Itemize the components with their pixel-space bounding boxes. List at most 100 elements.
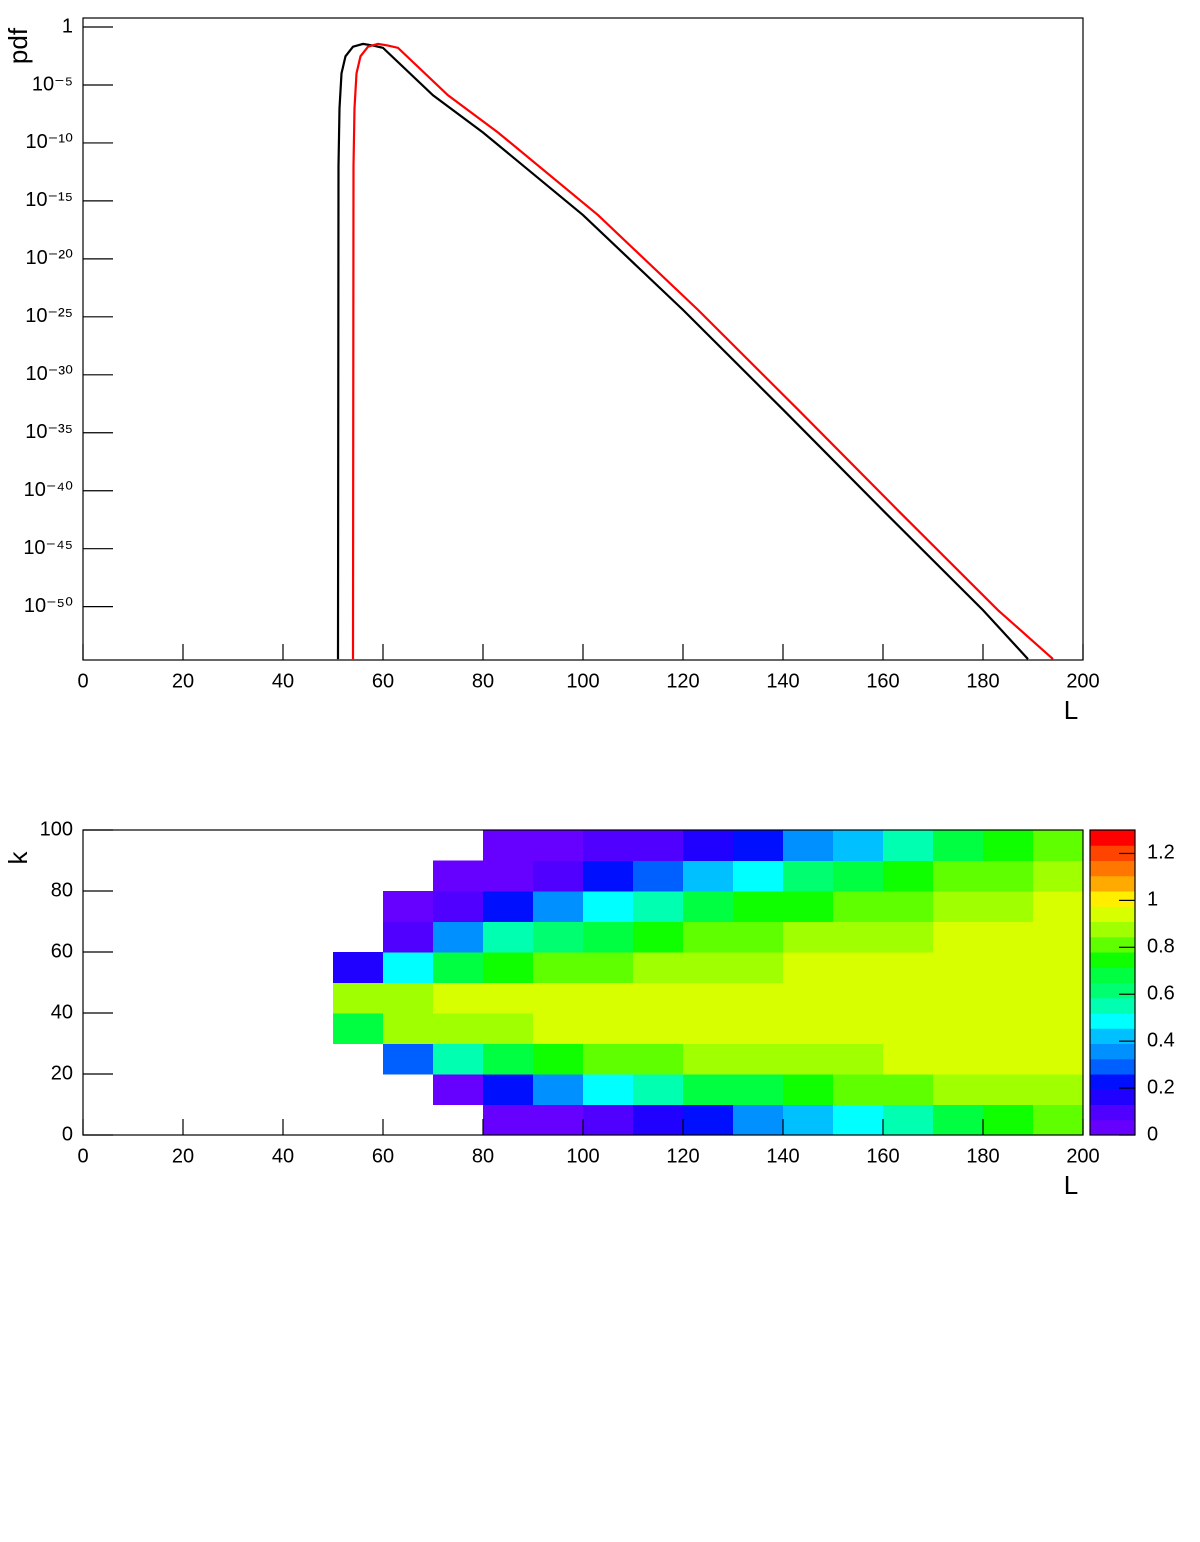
colorbar-tick-label: 1.2 [1147, 842, 1175, 864]
heat-cell [733, 921, 784, 953]
heat-cell [1033, 830, 1084, 861]
plot-frame [82, 17, 1084, 661]
heat-cell [933, 860, 984, 892]
y-tick-label: 10⁻³⁵ [25, 421, 73, 443]
pdf-curve [336, 42, 1029, 660]
heat-cell [1033, 1043, 1084, 1075]
colorbar-tick-label: 0.2 [1147, 1076, 1175, 1098]
heat-cell [583, 952, 634, 983]
heat-cell [633, 860, 684, 892]
heat-cell [1033, 1104, 1084, 1136]
heat-cell [633, 921, 684, 953]
heat-cell [933, 830, 984, 861]
heat-cell [383, 891, 434, 922]
heat-cell [583, 1013, 634, 1044]
heat-cell [383, 921, 434, 953]
heat-cell [633, 1104, 684, 1136]
heat-cell [783, 982, 834, 1014]
heat-cell [483, 1013, 534, 1044]
heat-cell [983, 860, 1034, 892]
heat-cell [783, 921, 834, 953]
colorbar-step [1090, 921, 1135, 938]
heat-cell [833, 952, 884, 983]
heat-cell [983, 830, 1034, 861]
heat-cell [483, 830, 534, 861]
colorbar-tick-label: 0 [1147, 1123, 1158, 1145]
heat-cell [583, 921, 634, 953]
y-tick-label: 10⁻⁵ [32, 73, 73, 95]
x-tick-label: 120 [666, 1145, 699, 1167]
heat-cell [583, 982, 634, 1014]
x-tick-label: 180 [966, 1145, 999, 1167]
colorbar-step [1090, 952, 1135, 968]
heat-cell [1033, 921, 1084, 953]
x-axis-label: L [1064, 1170, 1078, 1200]
colorbar-step [1090, 1119, 1135, 1136]
y-tick-label: 10⁻⁵⁰ [24, 595, 73, 617]
heat-cell [533, 921, 584, 953]
heat-cell [683, 952, 734, 983]
x-tick-label: 140 [766, 670, 799, 692]
heat-cell [433, 891, 484, 922]
heat-cell [583, 830, 634, 861]
y-tick-label: 80 [51, 879, 73, 901]
heat-cell [883, 1043, 934, 1075]
heat-cell [683, 891, 734, 922]
colorbar-tick-label: 0.6 [1147, 983, 1175, 1005]
y-tick-label: 20 [51, 1062, 73, 1084]
heat-cell [983, 952, 1034, 983]
heat-cell [683, 921, 734, 953]
x-tick-label: 160 [866, 1145, 899, 1167]
x-tick-label: 60 [372, 1145, 394, 1167]
y-tick-label: 40 [51, 1001, 73, 1023]
heat-cell [633, 1043, 684, 1075]
heat-cell [783, 830, 834, 861]
x-axis-label: L [1064, 695, 1078, 725]
heat-cell [933, 1013, 984, 1044]
heat-cell [883, 952, 934, 983]
heat-cell [433, 1013, 484, 1044]
heat-cell [933, 952, 984, 983]
colorbar-tick-label: 1 [1147, 889, 1158, 911]
heat-cell [783, 952, 834, 983]
pdf-curve [351, 42, 1054, 660]
heat-cell [533, 1013, 584, 1044]
y-tick-label: 10⁻⁴⁰ [24, 479, 73, 501]
heat-cell [833, 891, 884, 922]
heat-cell [683, 1043, 734, 1075]
heat-cell [833, 860, 884, 892]
heat-cell [983, 1104, 1034, 1136]
heat-cell [633, 982, 684, 1014]
heat-cell [883, 1013, 934, 1044]
y-tick-label: 60 [51, 940, 73, 962]
heat-cell [683, 1104, 734, 1136]
heat-cell [583, 891, 634, 922]
heat-cell [933, 982, 984, 1014]
colorbar-step [1090, 906, 1135, 922]
heat-cell [933, 1104, 984, 1136]
colorbar-step [1090, 860, 1135, 877]
heat-cell [533, 891, 584, 922]
heat-cell [933, 891, 984, 922]
heat-cell [533, 1104, 584, 1136]
heat-cell [433, 1043, 484, 1075]
x-tick-label: 80 [472, 670, 494, 692]
colorbar-step [1090, 982, 1135, 999]
heat-cell [783, 1013, 834, 1044]
heat-cell [883, 830, 934, 861]
heat-cell [733, 1074, 784, 1105]
heat-cell [1033, 891, 1084, 922]
heat-cell [583, 1074, 634, 1105]
x-tick-label: 20 [172, 1145, 194, 1167]
colorbar-step [1090, 1043, 1135, 1060]
x-tick-label: 120 [666, 670, 699, 692]
colorbar-step [1090, 830, 1135, 846]
colorbar-step [1090, 997, 1135, 1014]
heat-cell [783, 860, 834, 892]
colorbar-step [1090, 967, 1135, 983]
colorbar-step [1090, 891, 1135, 907]
x-tick-label: 180 [966, 670, 999, 692]
heat-cell [533, 860, 584, 892]
colorbar-tick-label: 0.8 [1147, 936, 1175, 958]
heat-cell [383, 952, 434, 983]
